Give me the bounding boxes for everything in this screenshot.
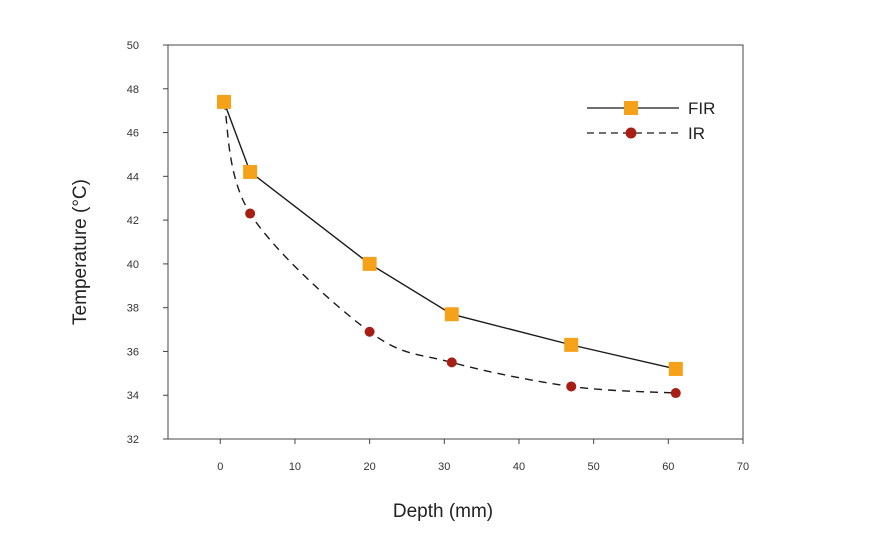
series-ir-point — [446, 357, 457, 368]
series-ir-line — [223, 101, 676, 394]
y-tick-label: 46 — [127, 128, 139, 140]
y-axis-label: Temperature (°C) — [70, 179, 91, 325]
x-tick-label: 40 — [513, 461, 525, 473]
series-fir-point — [668, 361, 683, 376]
series-fir-point — [564, 337, 579, 352]
series-ir-point — [670, 388, 681, 399]
x-axis-ticks: 0 10 20 30 40 50 60 70 — [217, 439, 749, 473]
y-tick-label: 38 — [127, 303, 139, 315]
legend-ir-label: IR — [688, 124, 705, 143]
y-tick-label: 50 — [127, 40, 139, 52]
x-tick-label: 10 — [289, 461, 301, 473]
legend-fir-label: FIR — [688, 99, 715, 118]
legend: FIR IR — [587, 99, 715, 143]
y-tick-label: 48 — [127, 84, 139, 96]
x-tick-label: 50 — [588, 461, 600, 473]
y-tick-label: 42 — [127, 215, 139, 227]
x-tick-label: 30 — [438, 461, 450, 473]
x-tick-label: 70 — [737, 461, 749, 473]
series-layer — [217, 94, 683, 399]
y-tick-label: 44 — [127, 171, 139, 183]
legend-ir-marker — [625, 127, 637, 139]
x-tick-label: 60 — [662, 461, 674, 473]
series-fir-point — [444, 307, 459, 322]
series-ir-point — [566, 381, 577, 392]
x-axis-label: Depth (mm) — [393, 501, 493, 522]
y-axis-ticks: 32 34 36 38 40 42 44 46 48 50 — [127, 40, 168, 446]
series-fir-point — [362, 256, 377, 271]
x-tick-label: 20 — [363, 461, 375, 473]
y-tick-label: 36 — [127, 346, 139, 358]
series-ir-point — [364, 326, 375, 337]
plot-frame — [167, 44, 744, 440]
legend-fir-marker — [624, 101, 638, 115]
y-tick-label: 32 — [127, 434, 139, 446]
series-fir-point — [217, 94, 232, 109]
x-tick-label: 0 — [217, 461, 223, 473]
y-tick-label: 34 — [127, 390, 139, 402]
series-fir-point — [243, 164, 258, 179]
series-fir-line — [223, 101, 676, 370]
y-tick-label: 40 — [127, 259, 139, 271]
series-ir-point — [245, 208, 256, 219]
